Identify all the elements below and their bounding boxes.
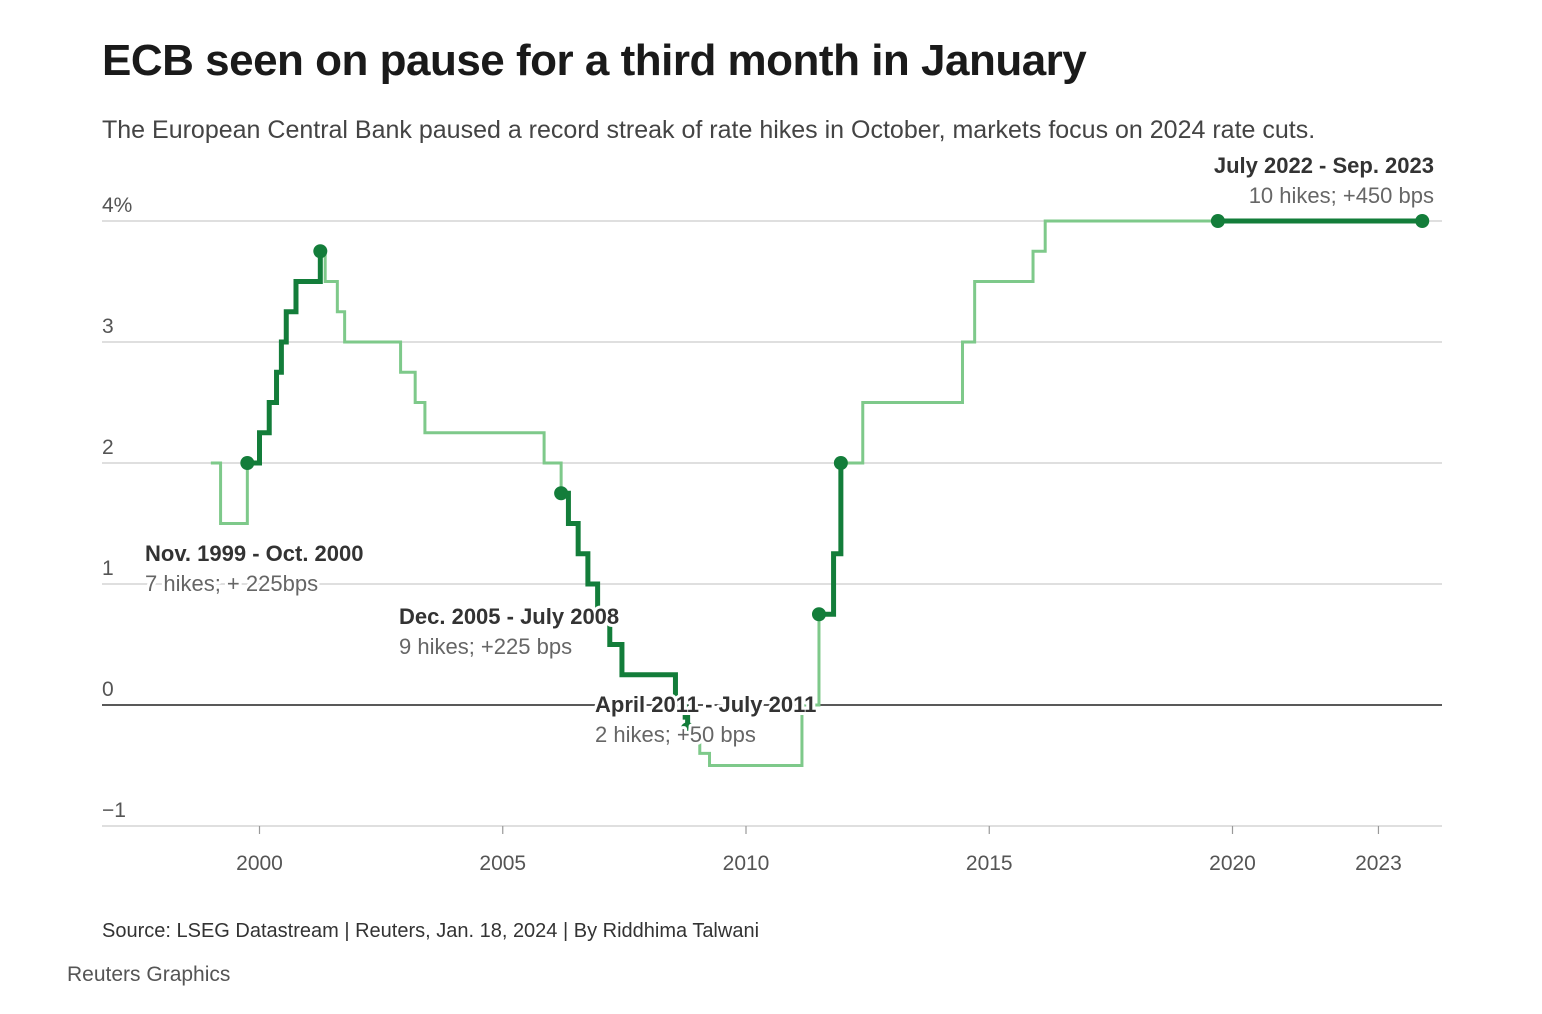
y-tick-label: 1 <box>102 557 114 580</box>
hike-end-marker <box>1415 214 1430 228</box>
hike-period-line <box>561 490 691 730</box>
hike-period-line <box>818 463 844 617</box>
y-tick-label: 4% <box>102 194 132 217</box>
hike-period-detail: 2 hikes; +50 bps <box>595 722 756 747</box>
chart-title: ECB seen on pause for a third month in J… <box>102 36 1087 85</box>
grid-lines <box>102 220 1442 827</box>
hike-period-label: Dec. 2005 - July 2008 <box>399 604 619 629</box>
hike-start-marker <box>811 607 826 622</box>
hike-end-marker <box>313 244 328 259</box>
y-tick-label: −1 <box>102 799 126 822</box>
hike-start-marker <box>240 456 255 470</box>
hike-end-marker <box>680 722 695 737</box>
hike-period-label: April 2011 - July 2011 <box>595 692 816 717</box>
x-tick-label: 2015 <box>966 852 1013 875</box>
y-tick-label: 2 <box>102 436 114 459</box>
chart-subtitle: The European Central Bank paused a recor… <box>102 116 1316 144</box>
hike-period-detail: 9 hikes; +225 bps <box>399 634 572 659</box>
credit-note: Reuters Graphics <box>67 963 231 986</box>
hike-start-marker <box>554 486 569 501</box>
policy-rate-line <box>210 219 1423 767</box>
rate-series <box>210 214 1430 767</box>
y-axis-ticks: −1 0 1 2 3 4% <box>102 194 132 822</box>
hike-start-marker <box>1210 214 1225 228</box>
hike-period-line <box>247 251 323 466</box>
x-tick-label: 2005 <box>479 852 526 875</box>
hike-period-detail: 10 hikes; +450 bps <box>1249 183 1434 208</box>
y-tick-label: 0 <box>102 678 114 701</box>
hike-annotations: Nov. 1999 - Oct. 2000 7 hikes; + 225bps De… <box>142 150 1437 750</box>
hike-period-label: July 2022 - Sep. 2023 <box>1214 153 1434 178</box>
source-note: Source: LSEG Datastream | Reuters, Jan. … <box>102 920 760 942</box>
hike-end-marker <box>833 456 848 470</box>
hike-period-detail: 7 hikes; + 225bps <box>145 571 318 596</box>
x-axis-ticks: 2000 2005 2010 2015 2020 2023 <box>236 826 1402 875</box>
x-tick-label: 2000 <box>236 852 283 875</box>
x-tick-label: 2023 <box>1355 852 1402 875</box>
x-tick-label: 2020 <box>1209 852 1256 875</box>
y-tick-label: 3 <box>102 315 114 338</box>
hike-period-label: Nov. 1999 - Oct. 2000 <box>145 541 364 566</box>
x-tick-label: 2010 <box>723 852 770 875</box>
